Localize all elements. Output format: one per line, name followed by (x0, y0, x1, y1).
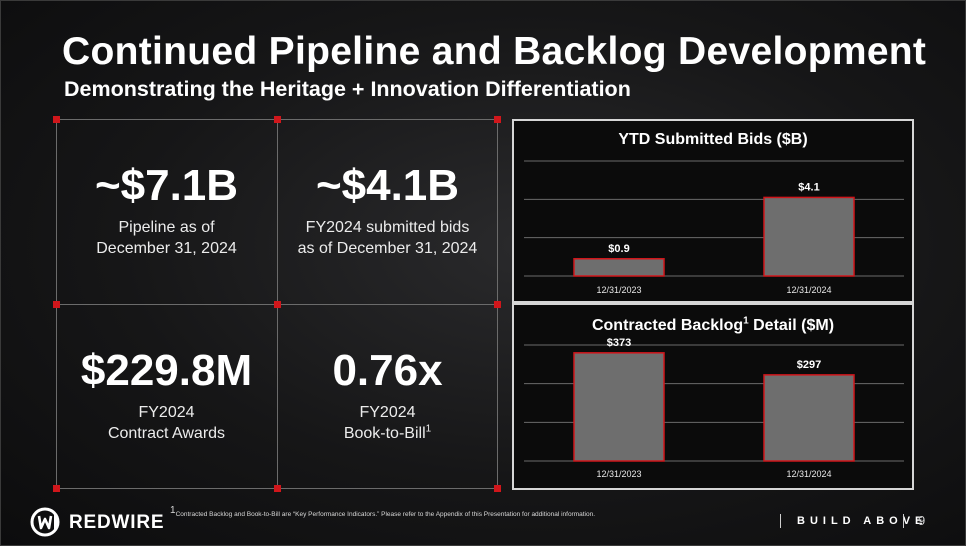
page-number: 9 (918, 513, 926, 528)
metric-value: 0.76x (332, 346, 443, 395)
redwire-logo-icon (30, 507, 60, 537)
chart-panel-contracted-backlog: Contracted Backlog1 Detail ($M) $373 12/3… (512, 303, 914, 490)
footnote: 1Contracted Backlog and Book-to-Bill are… (170, 506, 596, 519)
footnote-marker: 1 (425, 423, 432, 435)
chart-title-suffix: Detail ($M) (748, 317, 835, 334)
footnote-text: Contracted Backlog and Book-to-Bill are … (175, 511, 596, 519)
footer-separator (780, 514, 781, 528)
data-label: $297 (797, 359, 821, 371)
metric-caption: FY2024 submitted bids as of December 31,… (277, 217, 498, 259)
caption-text: Book-to-Bill (343, 425, 426, 442)
corner-marker (274, 116, 281, 123)
chart-title: YTD Submitted Bids ($B) (514, 131, 912, 149)
footer-separator (903, 514, 904, 528)
x-tick-label: 12/31/2024 (786, 285, 831, 295)
footnote-marker: 1 (743, 315, 749, 327)
caption-line: Contract Awards (107, 425, 226, 442)
caption-line: Book-to-Bill1 (277, 423, 498, 444)
caption-line: FY2024 submitted bids (305, 219, 470, 236)
x-tick-label: 12/31/2024 (786, 469, 831, 479)
caption-line: FY2024 (138, 404, 195, 421)
corner-marker (53, 116, 60, 123)
corner-marker (53, 301, 60, 308)
bar-chart-contracted-backlog: $373 12/31/2023 $297 12/31/2024 (524, 337, 904, 479)
slide-title: Continued Pipeline and Backlog Developme… (62, 30, 927, 73)
metric-pipeline: ~$7.1B Pipeline as of December 31, 2024 (56, 119, 277, 304)
tagline: BUILD ABOVE (797, 515, 928, 527)
metric-caption: Pipeline as of December 31, 2024 (56, 217, 277, 259)
data-label: $4.1 (798, 181, 819, 193)
chart-panel-submitted-bids: YTD Submitted Bids ($B) $0.9 12/31/2023 $4… (512, 119, 914, 303)
bar-chart-submitted-bids: $0.9 12/31/2023 $4.1 12/31/2024 (524, 160, 904, 295)
metric-submitted-bids: ~$4.1B FY2024 submitted bids as of Decem… (277, 119, 498, 304)
bar-12-31-2024 (763, 196, 855, 277)
metric-value: ~$7.1B (94, 161, 239, 210)
corner-marker (494, 301, 501, 308)
bar-12-31-2023 (573, 352, 665, 462)
data-label: $0.9 (608, 243, 629, 255)
data-label: $373 (607, 337, 631, 349)
x-tick-label: 12/31/2023 (596, 285, 641, 295)
corner-marker (274, 485, 281, 492)
slide-subtitle: Demonstrating the Heritage + Innovation … (64, 77, 631, 101)
footnote-marker: 1 (170, 505, 176, 516)
bar-12-31-2024 (763, 374, 855, 462)
metric-caption: FY2024 Book-to-Bill1 (277, 402, 498, 444)
chart-title-text: YTD Submitted Bids ($B) (618, 131, 808, 148)
caption-line: Pipeline as of (118, 219, 215, 236)
metric-value: ~$4.1B (315, 161, 460, 210)
kpi-grid: ~$7.1B Pipeline as of December 31, 2024 … (53, 116, 501, 492)
metric-value: $229.8M (80, 346, 253, 395)
caption-line: as of December 31, 2024 (297, 240, 478, 257)
corner-marker (274, 301, 281, 308)
corner-marker (53, 485, 60, 492)
metric-book-to-bill: 0.76x FY2024 Book-to-Bill1 (277, 304, 498, 489)
chart-title: Contracted Backlog1 Detail ($M) (514, 315, 912, 335)
metric-caption: FY2024 Contract Awards (56, 402, 277, 444)
chart-title-text: Contracted Backlog (591, 317, 744, 334)
caption-line: FY2024 (359, 404, 416, 421)
corner-marker (494, 116, 501, 123)
metric-contract-awards: $229.8M FY2024 Contract Awards (56, 304, 277, 489)
x-tick-label: 12/31/2023 (596, 469, 641, 479)
corner-marker (494, 485, 501, 492)
brand-name: REDWIRE (69, 512, 165, 533)
bar-12-31-2023 (573, 258, 665, 277)
caption-line: December 31, 2024 (96, 240, 237, 257)
